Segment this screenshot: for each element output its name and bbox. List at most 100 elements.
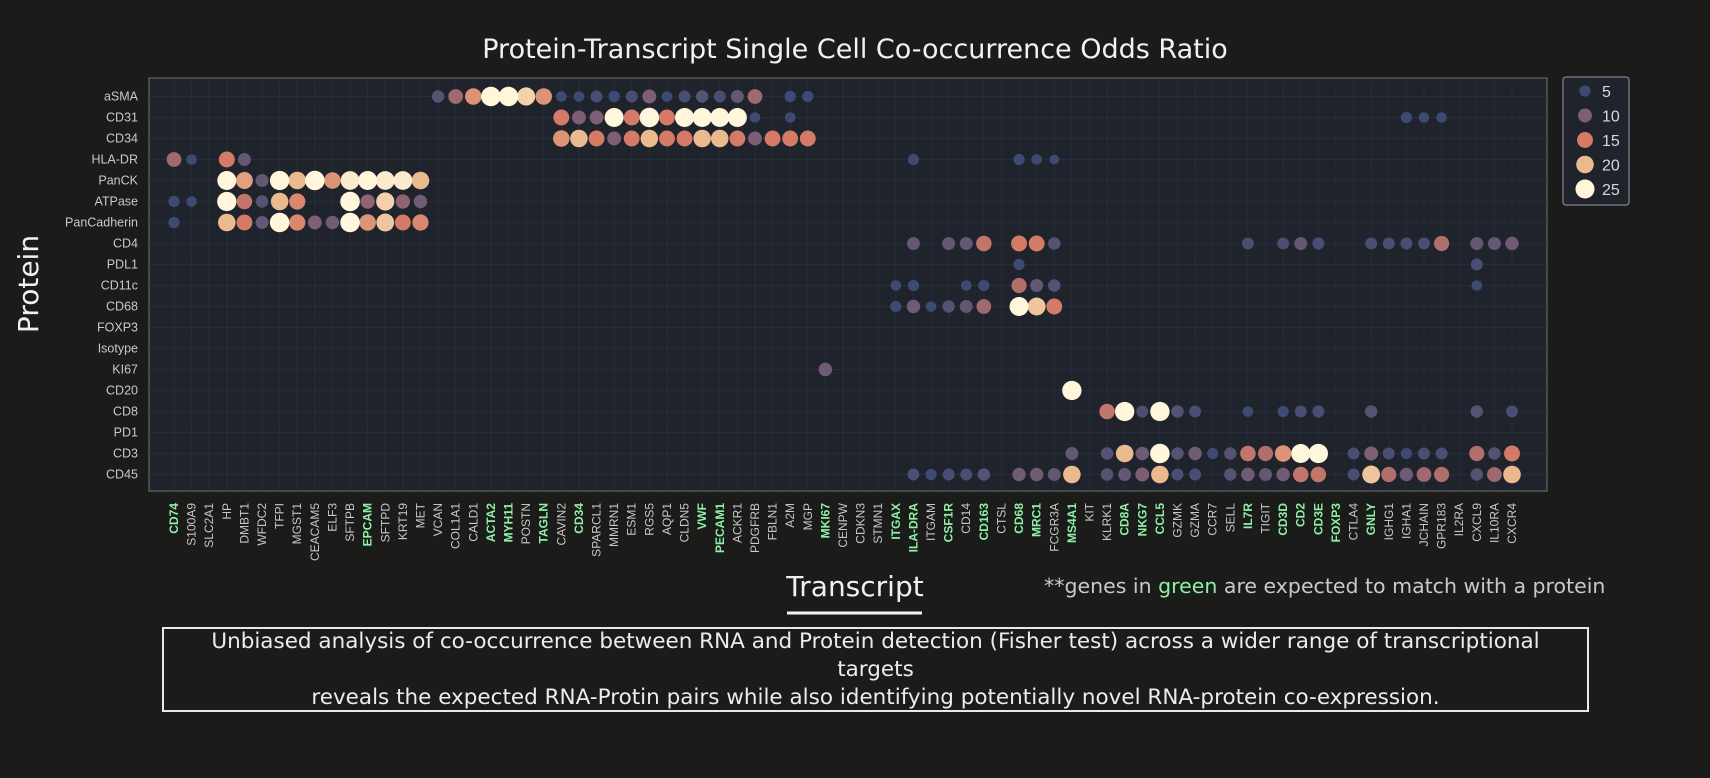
background-dot (208, 473, 211, 476)
x-tick-label: JCHAIN (1417, 503, 1431, 546)
background-dot (1088, 389, 1091, 392)
background-dot (1229, 347, 1232, 350)
background-dot (630, 389, 633, 392)
background-dot (419, 368, 422, 371)
data-dot-CD34-VWF (693, 129, 711, 148)
background-dot (1035, 326, 1038, 329)
background-dot (489, 242, 493, 245)
background-dot (454, 137, 457, 140)
background-dot (384, 158, 387, 161)
data-dot-CD68-CD14 (959, 300, 973, 313)
background-dot (190, 389, 193, 392)
data-dot-aSMA-PDGFRB (747, 89, 763, 104)
data-dot-ATPase-DMBT1 (236, 193, 253, 210)
background-dot (894, 368, 898, 371)
background-dot (1457, 305, 1461, 308)
background-dot (1053, 221, 1056, 224)
background-dot (454, 284, 457, 287)
data-dot-aSMA-ACTA2 (481, 86, 501, 107)
x-tick-label: CDKN3 (854, 503, 868, 544)
data-dot-HLA-DR-CD74 (166, 152, 182, 167)
data-dot-CD3-CD2 (1291, 443, 1311, 464)
background-dot (243, 431, 246, 434)
data-dot-PanCadherin-HP (218, 213, 236, 232)
data-dot-CD3-IGHG1 (1382, 447, 1395, 460)
background-dot (1141, 305, 1144, 308)
x-tick-label: CD74 (167, 503, 181, 534)
background-dot (348, 284, 352, 287)
background-dot (1017, 452, 1021, 455)
data-dot-CD3-IL10RA (1488, 447, 1501, 460)
background-dot (1387, 326, 1390, 329)
background-dot (736, 347, 739, 350)
background-dot (507, 347, 510, 350)
background-dot (1369, 137, 1373, 140)
legend-label: 25 (1602, 182, 1620, 199)
background-dot (1334, 116, 1338, 119)
background-dot (894, 326, 898, 329)
background-dot (524, 158, 528, 161)
background-dot (384, 368, 387, 371)
x-tick-label: MGP (801, 503, 815, 530)
data-dot-CD45-CXCL9 (1470, 468, 1484, 481)
background-dot (1229, 179, 1232, 182)
background-dot (736, 368, 739, 371)
background-dot (366, 116, 369, 119)
y-tick-label: PDL1 (107, 258, 138, 272)
background-dot (965, 116, 968, 119)
background-dot (225, 242, 229, 245)
background-dot (1193, 95, 1197, 98)
background-dot (384, 473, 387, 476)
background-dot (841, 200, 845, 203)
background-dot (1035, 263, 1038, 266)
background-dot (172, 284, 176, 287)
background-dot (1281, 116, 1285, 119)
summary-caption-box: Unbiased analysis of co-occurrence betwe… (162, 627, 1589, 712)
background-dot (260, 389, 264, 392)
background-dot (877, 242, 880, 245)
background-dot (1510, 158, 1514, 161)
background-dot (595, 200, 598, 203)
background-dot (736, 158, 739, 161)
background-dot (260, 305, 264, 308)
data-dot-CD8-GZMK (1171, 405, 1184, 418)
background-dot (718, 368, 721, 371)
background-dot (947, 95, 950, 98)
background-dot (542, 305, 545, 308)
y-tick-label: CD68 (106, 300, 138, 314)
background-dot (859, 347, 862, 350)
background-dot (648, 347, 651, 350)
background-dot (929, 326, 933, 329)
background-dot (1070, 431, 1074, 434)
background-dot (542, 116, 545, 119)
background-dot (454, 431, 457, 434)
background-dot (788, 179, 792, 182)
x-tick-label: DMBT1 (237, 503, 251, 544)
background-dot (912, 410, 915, 413)
background-dot (542, 179, 545, 182)
x-tick-label: CD14 (959, 503, 973, 534)
data-dot-PanCK-SFTPD (375, 171, 395, 190)
y-tick-label: PanCK (98, 174, 138, 188)
background-dot (419, 158, 422, 161)
background-dot (208, 221, 211, 224)
background-dot (507, 200, 510, 203)
background-dot (841, 179, 845, 182)
background-dot (278, 158, 281, 161)
data-dot-CD45-SELL (1224, 468, 1237, 481)
background-dot (1493, 431, 1496, 434)
background-dot (384, 389, 387, 392)
background-dot (190, 431, 193, 434)
background-dot (1017, 431, 1021, 434)
data-dot-CD34-CLDN5 (676, 130, 693, 147)
background-dot (683, 410, 686, 413)
background-dot (1000, 368, 1003, 371)
background-dot (419, 326, 422, 329)
background-dot (683, 431, 686, 434)
background-dot (296, 410, 299, 413)
background-dot (1281, 200, 1285, 203)
background-dot (1440, 179, 1443, 182)
background-dot (877, 305, 880, 308)
background-dot (665, 200, 669, 203)
background-dot (841, 137, 845, 140)
